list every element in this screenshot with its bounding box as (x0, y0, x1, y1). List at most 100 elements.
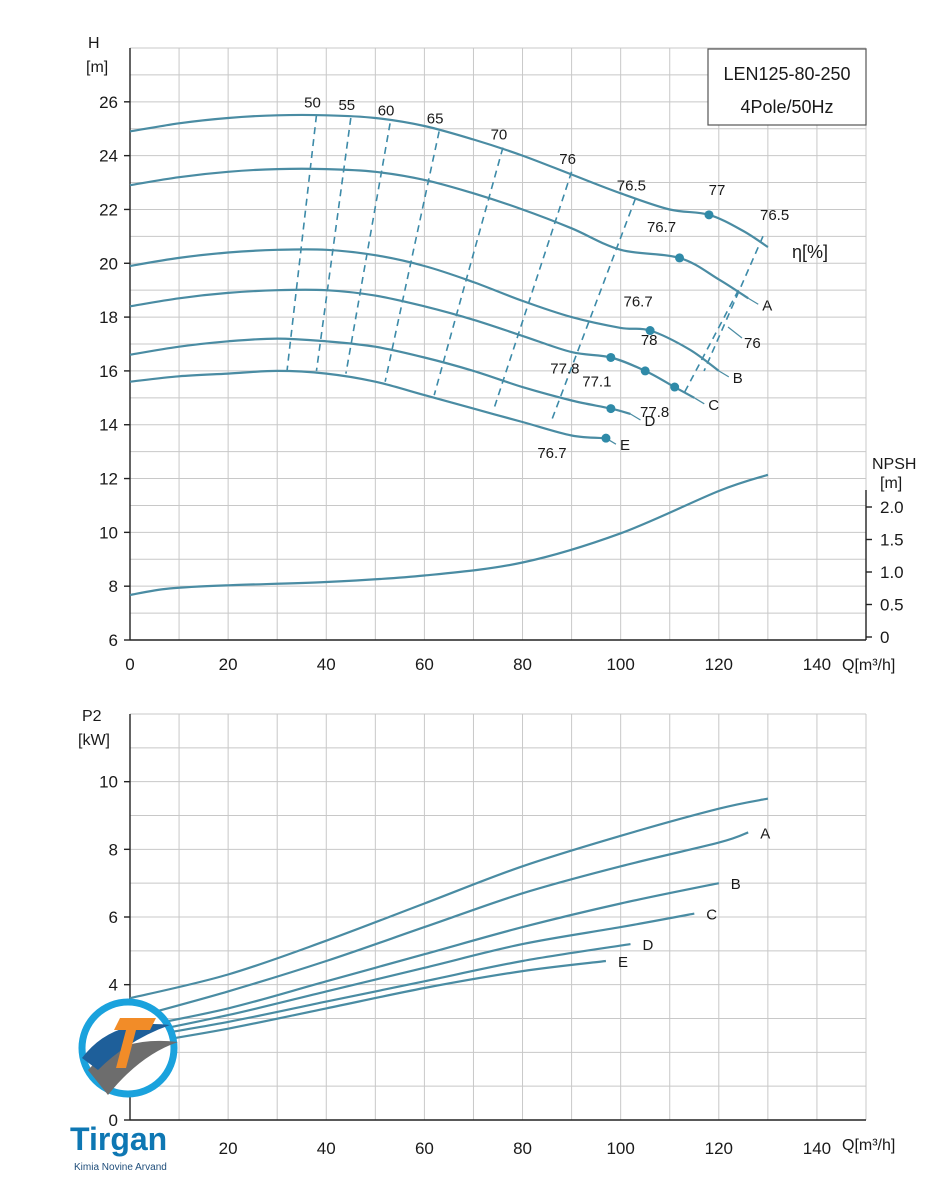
head-x-tick-label: 80 (513, 655, 532, 674)
npsh-tick-label: 0 (880, 628, 889, 647)
logo-brand-text: Tirgan (70, 1121, 167, 1157)
efficiency-line-label: 50 (304, 94, 321, 111)
power-chart-grid (129, 713, 867, 1121)
bep-point-marker (606, 404, 616, 414)
efficiency-line-label: 65 (427, 110, 444, 127)
efficiency-line (551, 198, 637, 420)
bep-point-label: 77.8 (640, 404, 669, 421)
power-x-tick-label: 120 (705, 1139, 733, 1158)
head-x-tick-label: 100 (606, 655, 634, 674)
power-curve-label: D (642, 937, 653, 954)
bep-point-marker (606, 352, 616, 362)
power-curve-c (129, 912, 695, 1037)
bep-point-marker (601, 433, 611, 443)
efficiency-line-label: 76 (744, 335, 761, 352)
head-y-tick-label: 6 (109, 631, 118, 650)
head-y-tick-label: 10 (99, 523, 118, 542)
bep-point-label: 77 (709, 182, 726, 199)
power-y-tick-label: 4 (109, 976, 118, 995)
head-y-tick-label: 16 (99, 362, 118, 381)
efficiency-axis-label: η[%] (792, 242, 828, 262)
power-x-tick-label: 140 (803, 1139, 831, 1158)
power-x-tick-label: 100 (606, 1139, 634, 1158)
head-axis-label: H (88, 35, 100, 52)
bep-point-label: 78 (641, 332, 658, 349)
power-curve-max (129, 797, 769, 1000)
curve-label-leader (630, 413, 641, 421)
power-y-tick-label: 0 (109, 1111, 118, 1130)
bep-point-marker (645, 326, 655, 336)
power-x-tick-label: 60 (415, 1139, 434, 1158)
head-y-tick-label: 12 (99, 470, 118, 489)
bep-point-label: 77.1 (582, 374, 611, 391)
efficiency-line (286, 115, 318, 372)
power-y-tick-label: 6 (109, 908, 118, 927)
head-y-tick-label: 18 (99, 308, 118, 327)
npsh-tick-label: 1.0 (880, 563, 904, 582)
efficiency-line (384, 131, 440, 382)
efficiency-line (683, 289, 740, 393)
head-chart-tick-labels: 6 8 10 12 14 16 18 20 22 24 26 0 20 40 60 80 100 120 140 0 0… (99, 93, 904, 674)
power-curve-a (129, 831, 749, 1020)
efficiency-line (315, 117, 352, 372)
bep-point-label: 76.7 (647, 219, 676, 236)
efficiency-line (492, 171, 573, 412)
curve-label-leader (747, 297, 759, 305)
head-curve-label: D (644, 413, 655, 430)
npsh-tick-label: 2.0 (880, 498, 904, 517)
head-curve-max (129, 113, 769, 249)
power-y-tick-label: 10 (99, 773, 118, 792)
npsh-curve (129, 473, 769, 597)
power-curve-label: B (731, 876, 741, 893)
logo-t-mark (114, 1018, 156, 1068)
power-axis-unit: [kW] (78, 732, 110, 749)
npsh-axis-label: NPSH (872, 456, 916, 473)
head-curve-label: E (620, 437, 630, 454)
efficiency-line-label: 70 (491, 127, 508, 144)
head-x-tick-label: 60 (415, 655, 434, 674)
head-x-tick-label: 0 (125, 655, 134, 674)
npsh-axis-unit: [m] (880, 475, 902, 492)
model-name: LEN125-80-250 (723, 64, 850, 84)
bep-point-marker (704, 210, 714, 220)
efficiency-line-label: 55 (338, 97, 355, 114)
bep-point-marker (675, 253, 685, 263)
head-y-tick-label: 22 (99, 200, 118, 219)
power-y-tick-label: 8 (109, 840, 118, 859)
efficiency-line-label: 76.5 (617, 178, 646, 195)
power-axis-label: P2 (82, 708, 102, 725)
head-x-tick-label: 20 (219, 655, 238, 674)
bep-point-label: 77.8 (550, 360, 579, 377)
bep-point-label: 76.7 (624, 294, 653, 311)
logo-tagline: Kimia Novine Arvand (74, 1162, 167, 1173)
head-x-tick-label: 140 (803, 655, 831, 674)
efficiency-line-label: 76 (559, 151, 576, 168)
power-curve-label: C (706, 907, 717, 924)
bep-point-label: 76.7 (537, 445, 566, 462)
power-x-axis-label: Q[m³/h] (842, 1137, 895, 1154)
head-chart-axes (129, 48, 867, 641)
tirgan-logo: Tirgan Kimia Novine Arvand (70, 998, 178, 1173)
efficiency-line-label: 60 (378, 102, 395, 119)
power-curve-e (129, 959, 607, 1047)
power-curve-label: A (760, 825, 770, 842)
model-box (707, 48, 867, 126)
head-curve-e (129, 369, 606, 440)
head-y-tick-label: 24 (99, 147, 118, 166)
power-curves: A BC DE (129, 797, 770, 1047)
curve-label-leader (718, 370, 730, 378)
curve-label-leader (693, 397, 705, 405)
head-x-tick-label: 120 (705, 655, 733, 674)
head-curve-d (129, 337, 631, 416)
power-x-tick-label: 20 (219, 1139, 238, 1158)
label-leader-line (727, 326, 743, 339)
npsh-curve-group (129, 473, 769, 597)
head-flow-chart: 6 8 10 12 14 16 18 20 22 24 26 0 20 40 60 80 100 120 140 0 0… (86, 35, 916, 674)
bep-point-marker (670, 382, 680, 392)
head-y-tick-label: 14 (99, 416, 118, 435)
npsh-tick-label: 0.5 (880, 596, 904, 615)
head-axis-unit: [m] (86, 59, 108, 76)
efficiency-lines: 50 55 60 65 70 76 76.5 76.5 76 (286, 94, 789, 420)
